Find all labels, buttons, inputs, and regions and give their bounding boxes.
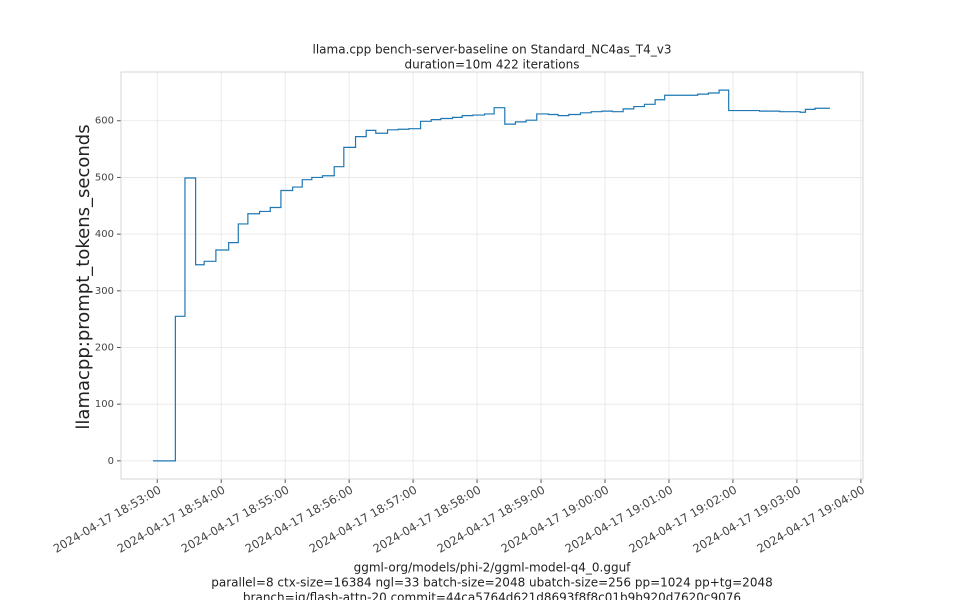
x-tick-label: 2024-04-17 19:01:00 — [562, 483, 675, 556]
x-tick-label: 2024-04-17 19:00:00 — [498, 483, 611, 556]
x-tick-label: 2024-04-17 18:55:00 — [179, 483, 292, 556]
y-tick-label: 300 — [95, 286, 114, 297]
y-tick-label: 400 — [95, 229, 114, 240]
y-tick-label: 0 — [108, 456, 114, 467]
x-tick-label: 2024-04-17 19:03:00 — [690, 483, 803, 556]
y-tick-label: 100 — [95, 399, 114, 410]
x-tick-label: 2024-04-17 18:58:00 — [371, 483, 484, 556]
data-line — [152, 89, 830, 462]
x-tick-label: 2024-04-17 18:54:00 — [115, 483, 228, 556]
x-tick-label: 2024-04-17 19:02:00 — [626, 483, 739, 556]
footer-line: ggml-org/models/phi-2/ggml-model-q4_0.gg… — [354, 561, 632, 575]
x-tick-label: 2024-04-17 18:57:00 — [307, 483, 420, 556]
y-axis-label: llamacpp:prompt_tokens_seconds — [73, 124, 94, 429]
chart-title: llama.cpp bench-server-baseline on Stand… — [313, 43, 672, 57]
y-tick-label: 500 — [95, 172, 114, 183]
chart-subtitle: duration=10m 422 iterations — [405, 58, 580, 72]
footer-line: parallel=8 ctx-size=16384 ngl=33 batch-s… — [211, 576, 772, 590]
y-tick-label: 200 — [95, 342, 114, 353]
x-tick-label: 2024-04-17 18:53:00 — [51, 483, 164, 556]
plot-frame — [120, 71, 864, 480]
x-tick-label: 2024-04-17 18:56:00 — [243, 483, 356, 556]
x-tick-label: 2024-04-17 18:59:00 — [435, 483, 548, 556]
footer-line: branch=jg/flash-attn-20 commit=44ca5764d… — [243, 591, 741, 600]
y-tick-label: 600 — [95, 116, 114, 127]
x-tick-label: 2024-04-17 19:04:00 — [754, 483, 867, 556]
